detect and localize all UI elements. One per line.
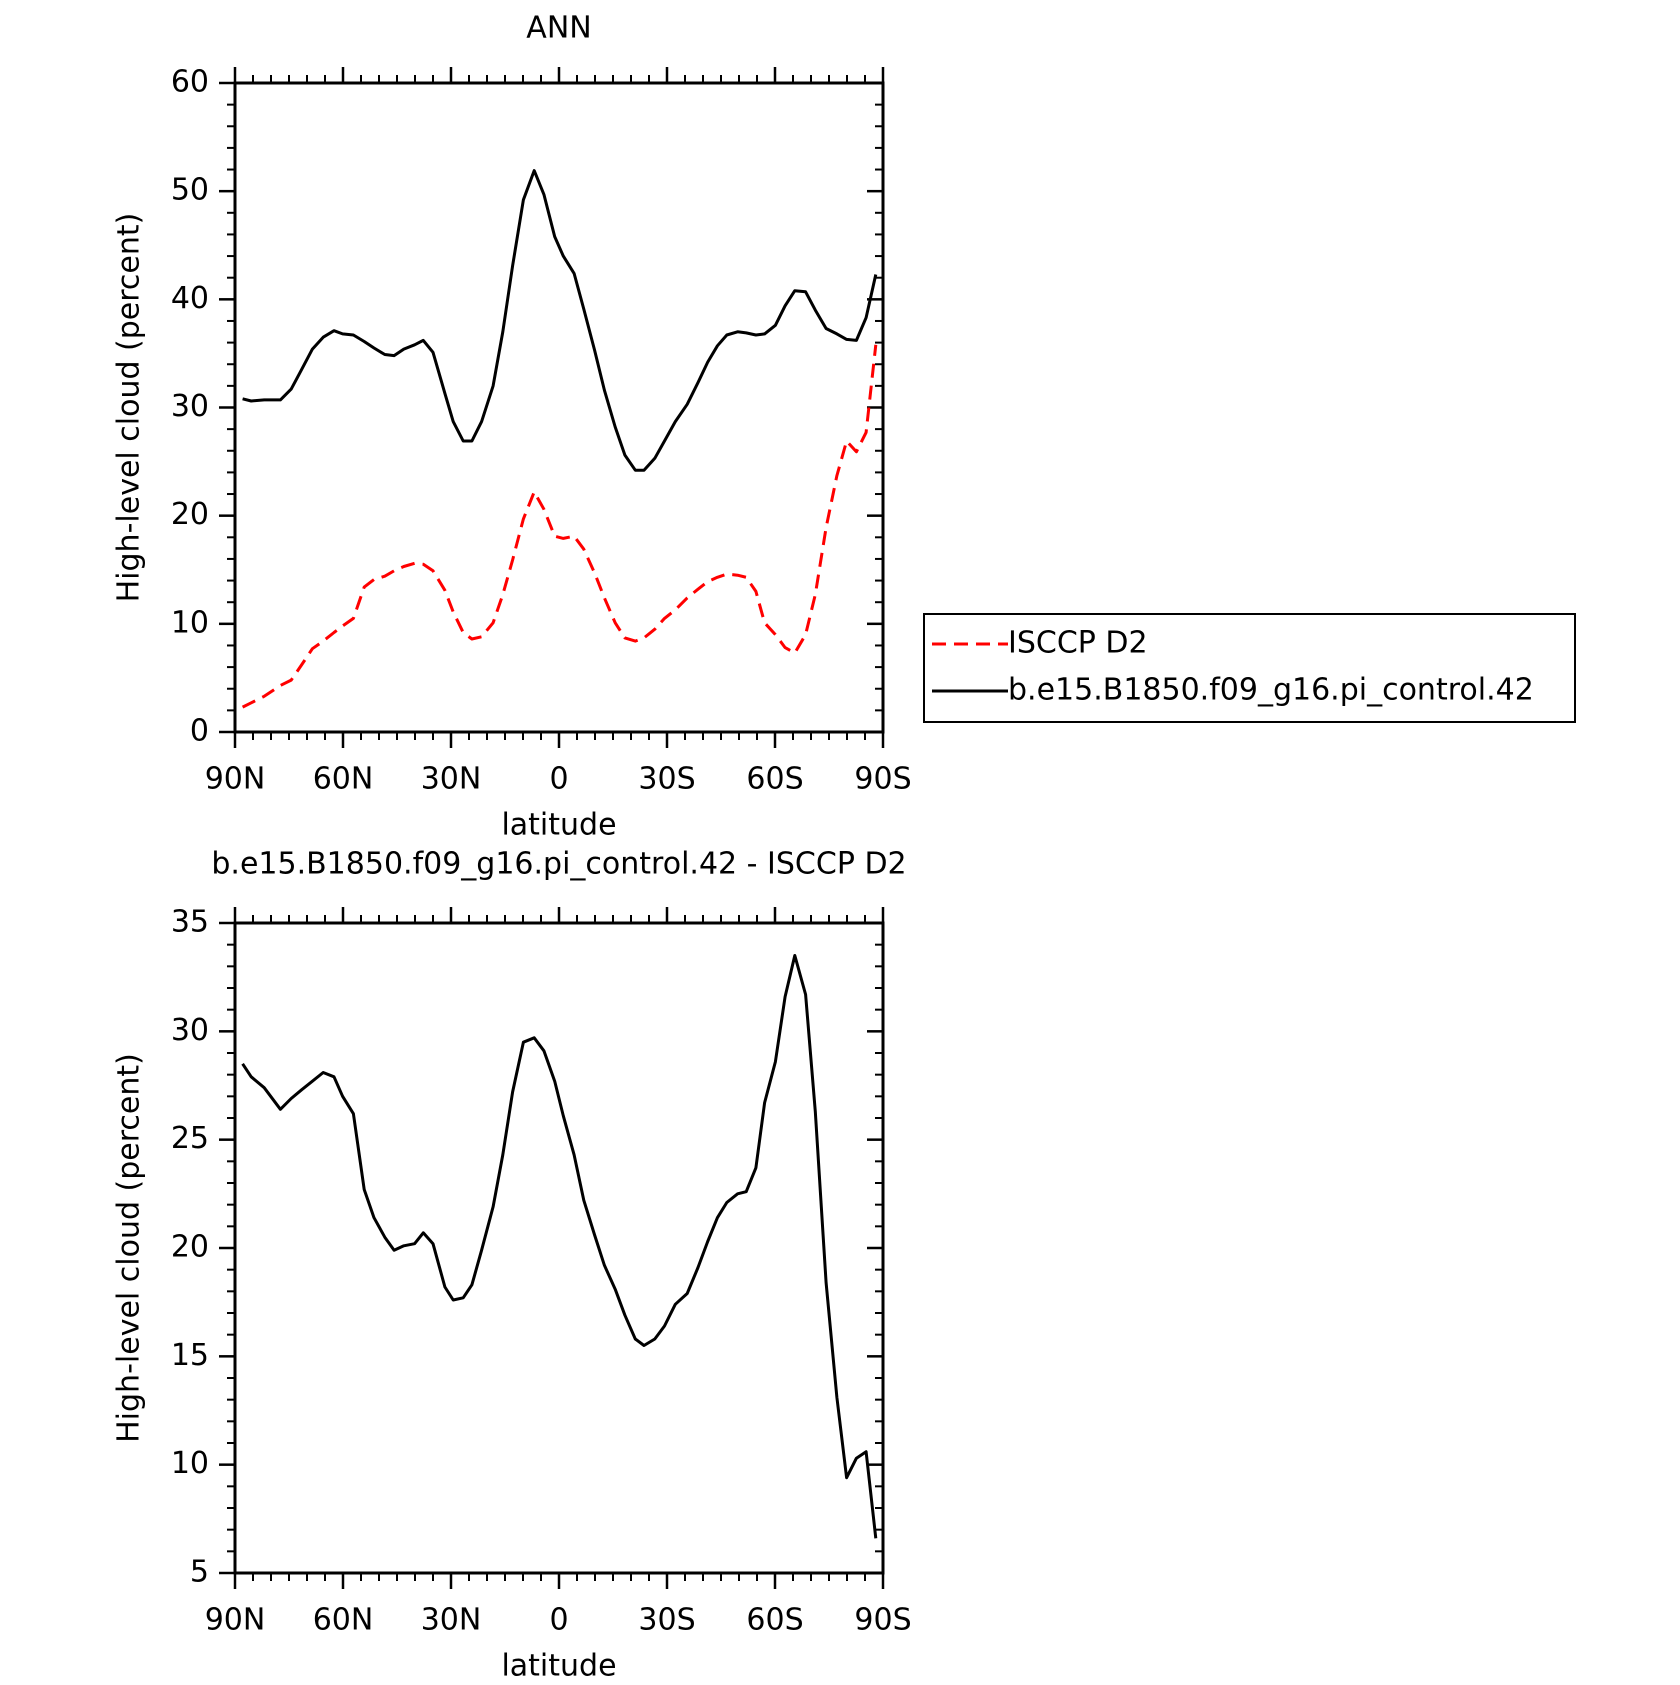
- y-tick-label: 40: [171, 281, 209, 316]
- y-axis-label: High-level cloud (percent): [112, 1053, 147, 1443]
- x-tick-label: 30S: [638, 762, 695, 797]
- plot-frame: [233, 921, 885, 1575]
- chart: ANN latitude High-level cloud (percent) 0 10…: [112, 11, 1576, 843]
- series-line: [242, 169, 878, 472]
- chart-title: b.e15.B1850.f09_g16.pi_control.42 - ISCC…: [211, 847, 906, 882]
- y-tick-label: 15: [171, 1338, 209, 1373]
- x-tick-label: 0: [549, 762, 568, 797]
- x-tick-label: 90N: [205, 762, 266, 797]
- chart-title: ANN: [526, 11, 591, 46]
- x-tick-label: 90N: [205, 1603, 266, 1638]
- y-tick-label: 60: [171, 65, 209, 100]
- y-tick-label: 20: [171, 1230, 209, 1265]
- x-tick-label: 90S: [854, 1603, 911, 1638]
- chart: b.e15.B1850.f09_g16.pi_control.42 - ISCC…: [112, 847, 912, 1684]
- legend-box: [923, 613, 1576, 723]
- y-tick-label: 10: [171, 605, 209, 640]
- x-axis-label: latitude: [501, 1649, 616, 1684]
- legend-label: b.e15.B1850.f09_g16.pi_control.42: [1008, 673, 1534, 708]
- y-tick-label: 20: [171, 497, 209, 532]
- x-tick-label: 90S: [854, 762, 911, 797]
- series-line: [241, 344, 878, 709]
- y-tick-label: 35: [171, 905, 209, 940]
- legend-label: ISCCP D2: [1008, 626, 1148, 661]
- y-axis-label: High-level cloud (percent): [112, 213, 147, 603]
- x-tick-label: 30N: [421, 762, 482, 797]
- x-tick-label: 60N: [313, 1603, 374, 1638]
- x-tick-label: 30N: [421, 1603, 482, 1638]
- x-tick-label: 60S: [746, 762, 803, 797]
- x-tick-label: 60N: [313, 762, 374, 797]
- y-tick-label: 5: [190, 1555, 209, 1590]
- x-tick-label: 60S: [746, 1603, 803, 1638]
- y-tick-label: 25: [171, 1121, 209, 1156]
- y-tick-label: 50: [171, 173, 209, 208]
- x-tick-label: 0: [549, 1603, 568, 1638]
- x-axis-label: latitude: [501, 808, 616, 843]
- y-tick-label: 30: [171, 389, 209, 424]
- y-tick-label: 10: [171, 1446, 209, 1481]
- y-tick-label: 0: [190, 714, 209, 749]
- y-tick-label: 30: [171, 1013, 209, 1048]
- x-tick-label: 30S: [638, 1603, 695, 1638]
- series-line: [241, 954, 878, 1539]
